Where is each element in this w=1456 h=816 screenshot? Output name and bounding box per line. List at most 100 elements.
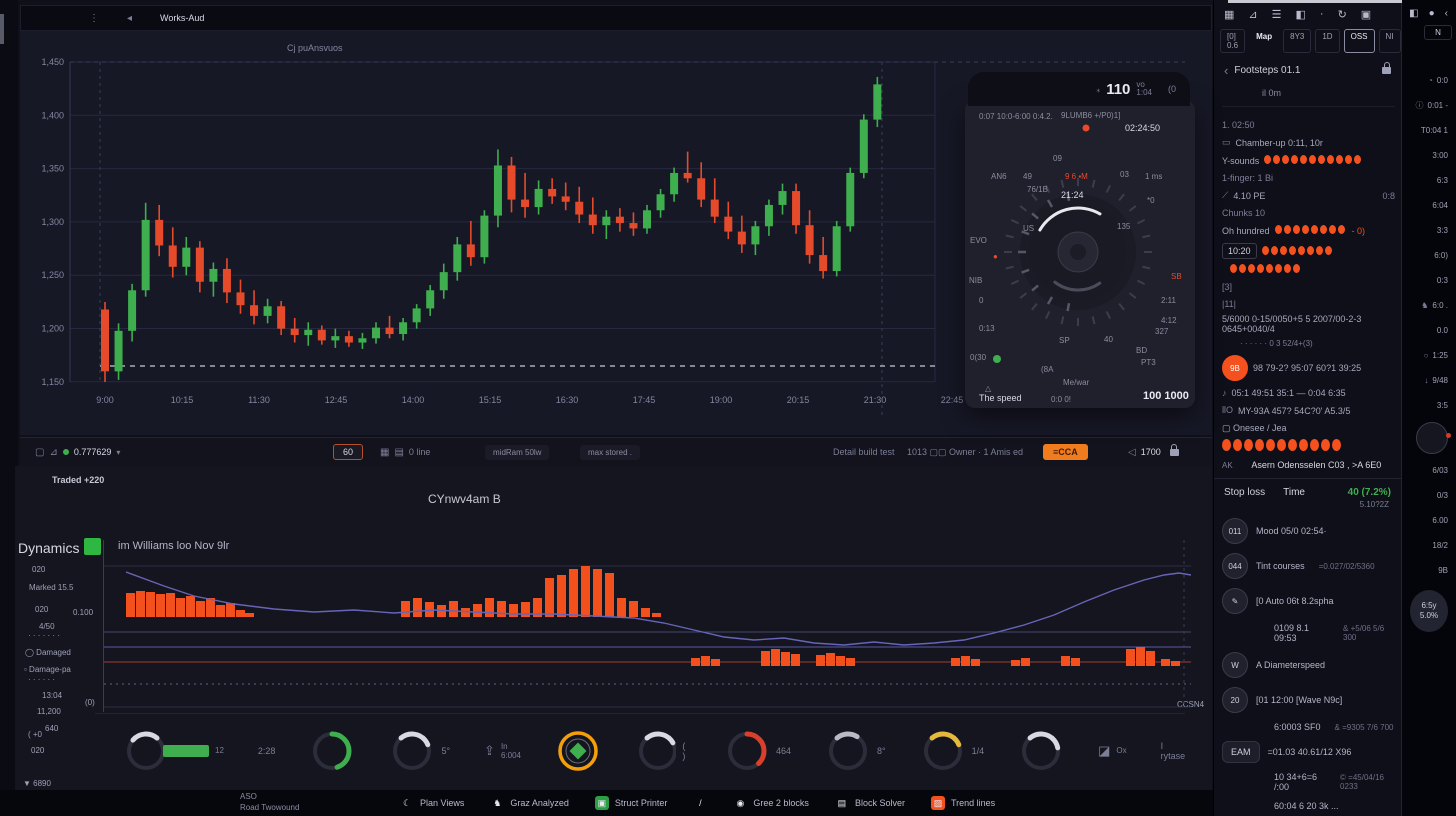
chat-item[interactable]: EAM =01.03 40.61/12 X96	[1222, 741, 1395, 763]
chat-item[interactable]: 60:04 6 20 3k ...	[1274, 801, 1339, 811]
feed-item[interactable]: ♪ 05:1 49:51 35:1 — 0:04 6:35	[1222, 388, 1346, 398]
feed-item[interactable]: Y-sounds	[1222, 155, 1395, 166]
rail-item[interactable]: 6:3	[1436, 176, 1448, 185]
rail-item[interactable]	[1402, 418, 1456, 458]
rail-icon[interactable]: ‹	[1444, 8, 1448, 19]
tab-006[interactable]: [0] 0.6	[1220, 29, 1246, 53]
mini-gauge-arc[interactable]: 8°	[825, 728, 886, 774]
mini-gauge-arc[interactable]: 1/4	[920, 728, 984, 774]
sound-icon[interactable]: ◁	[1128, 446, 1136, 458]
rail-item[interactable]: 6.00	[1432, 516, 1448, 525]
buy-button[interactable]: ≡CCA	[1043, 444, 1088, 460]
mini-gauge-donut[interactable]: 464	[724, 728, 791, 774]
dynamics-color-swatch[interactable]	[84, 538, 101, 555]
feed-item[interactable]: ▭ Chamber-up 0:11, 10r	[1222, 137, 1323, 148]
panel-icon[interactable]: ▣	[1360, 9, 1372, 21]
mini-gauge-arc[interactable]: ( )	[635, 728, 690, 774]
mini-gauge-label[interactable]: I rytase	[1160, 740, 1186, 761]
timeframe-button[interactable]: 60	[333, 444, 364, 460]
rail-item[interactable]: 6:0)	[1434, 251, 1448, 260]
panel-icon[interactable]: ↻	[1337, 9, 1347, 21]
mini-gauge-ringdiamond[interactable]	[555, 728, 601, 774]
feed-item[interactable]: ⟋ 4.10 PE 0:8	[1222, 190, 1395, 201]
rail-item[interactable]: ⓘ 0:01 -	[1415, 101, 1448, 110]
bottom-tool-block-solver[interactable]: ▤ Block Solver	[835, 796, 905, 810]
mini-gauge-arc[interactable]	[1018, 728, 1064, 774]
rail-item[interactable]: 18/2	[1432, 541, 1448, 550]
chat-item[interactable]: ✎ [0 Auto 06t 8.2spha	[1222, 588, 1395, 614]
chat-item[interactable]: 20 [01 12:00 [Wave N9c]	[1222, 687, 1395, 713]
tab-stop-loss[interactable]: Stop loss	[1224, 487, 1266, 498]
panel-icon[interactable]: ▦	[1224, 9, 1235, 21]
price-chevron-icon[interactable]: ▾	[116, 447, 121, 457]
tab-ni[interactable]: NI	[1378, 29, 1401, 53]
indicator-chart[interactable]	[104, 540, 1191, 712]
grid-view-icon[interactable]: ▦	[380, 446, 390, 458]
bottom-tool-plan-views[interactable]: ☾ Plan Views	[400, 796, 464, 810]
feed-item[interactable]: 9B 98 79-2? 95:07 60?1 39:25	[1222, 355, 1395, 381]
rail-item[interactable]: T0:04 1	[1420, 126, 1448, 135]
rail-item[interactable]: 0:3	[1436, 276, 1448, 285]
rail-item[interactable]: 3:5	[1436, 401, 1448, 410]
chat-item[interactable]: 0109 8.1 09:53 & +5/06 5/6 300	[1274, 623, 1385, 643]
feed-item[interactable]: |11| 5/6000 0-15/0050+5 5 2007/00-2-3 064…	[1222, 299, 1362, 348]
panel-icon[interactable]: ⊿	[1248, 9, 1258, 21]
rail-item[interactable]: 6/03	[1432, 466, 1448, 475]
tab-8y3[interactable]: 8Y3	[1283, 29, 1312, 53]
rail-item[interactable]: ◔ 0:0	[1428, 76, 1448, 85]
feed-item[interactable]: ▢ Onesee / Jea	[1222, 423, 1395, 453]
feed-item[interactable]: Chunks 10	[1222, 208, 1266, 218]
back-icon[interactable]: ◂	[127, 12, 133, 24]
tab-time[interactable]: Time	[1283, 487, 1305, 498]
bottom-tool-graz-analyzed[interactable]: ♞ Graz Analyzed	[490, 796, 569, 810]
rail-tab[interactable]: N	[1424, 25, 1452, 40]
mini-gauge-label[interactable]: 2:28	[257, 745, 276, 756]
feed-item[interactable]: AK Asern Odensselen C03 , >A 6E0	[1222, 460, 1382, 470]
tab-1d[interactable]: 1D	[1315, 29, 1340, 53]
candlestick-chart[interactable]: 1,450 1,400 1,350 1,300 1,250 1,200 1,150 9:00 1…	[20, 31, 1212, 435]
bottom-tool-gree-2-blocks[interactable]: ◉ Gree 2 blocks	[733, 796, 808, 810]
tab-map[interactable]: Map	[1256, 32, 1273, 41]
chat-pill[interactable]: EAM	[1222, 741, 1260, 763]
rail-item[interactable]: 0/3	[1436, 491, 1448, 500]
speed-gauge-widget[interactable]: 0:07 10:0-6:00 0:4.2. 9LUMB6 +/P0)1] 02:…	[965, 100, 1195, 408]
chat-item[interactable]: 011 Mood 05/0 02:54·	[1222, 518, 1395, 544]
feed-item[interactable]: 1-finger: 1 Bi	[1222, 173, 1274, 183]
rail-icon[interactable]: ◧	[1409, 8, 1419, 19]
feed-item[interactable]: [3]	[1222, 282, 1233, 292]
rail-item[interactable]: 0.0	[1436, 326, 1448, 335]
rail-item[interactable]: 6:5y 5.0%	[1402, 583, 1456, 639]
panel-icon[interactable]: ·	[1319, 8, 1324, 20]
bottom-tool-struct-printer[interactable]: ▣ Struct Printer	[594, 796, 667, 810]
rail-item[interactable]: ♞ 6:0 .	[1421, 301, 1448, 310]
mini-gauge-bargauge[interactable]: 12	[123, 728, 224, 774]
rail-item[interactable]: 3:3	[1436, 226, 1448, 235]
feed-item[interactable]: 10:20	[1222, 243, 1395, 275]
rail-icon[interactable]: ●	[1428, 8, 1435, 19]
rail-item[interactable]: ↓ 9/48	[1424, 376, 1448, 385]
back-chevron-icon[interactable]: ‹	[1224, 63, 1229, 78]
feed-item[interactable]: Oh hundred - 0)	[1222, 225, 1366, 236]
rail-item[interactable]: 6:04	[1432, 201, 1448, 210]
panel-icon[interactable]: ◧	[1295, 9, 1306, 21]
chat-item[interactable]: 6:0003 SF0 & =9305 7/6 700	[1274, 722, 1394, 732]
mini-gauge-icon[interactable]: ⇪ In 6:004	[484, 741, 521, 760]
bottom-tool-trend-lines[interactable]: ▨ Trend lines	[930, 796, 995, 810]
triangle-icon[interactable]: ⊿	[49, 446, 58, 458]
mini-gauge-icon[interactable]: ◪ Ox	[1098, 742, 1127, 758]
tab-oss[interactable]: OSS	[1343, 29, 1375, 53]
list-view-icon[interactable]: ▤	[394, 446, 404, 458]
toolbar-pill-1[interactable]: midRam 50lw	[485, 444, 550, 460]
menu-icon[interactable]: ⋮	[89, 12, 99, 24]
rail-item[interactable]: 3:00	[1432, 151, 1448, 160]
feed-item[interactable]: 1. 02:50	[1222, 120, 1255, 130]
rail-item[interactable]: ○ 1:25	[1423, 351, 1448, 360]
feed-item[interactable]: ⦀O MY-93A 457? 54C?0' A5.3/5	[1222, 405, 1351, 416]
rail-item[interactable]: 9B	[1438, 566, 1448, 575]
chat-item[interactable]: 044 Tint courses =0.027/02/5360	[1222, 553, 1395, 579]
mini-gauge-donut[interactable]	[309, 728, 355, 774]
gauge-dial[interactable]	[965, 100, 1195, 408]
panel-icon[interactable]: ☰	[1271, 9, 1282, 21]
toolbar-pill-2[interactable]: max stored .	[580, 444, 641, 460]
